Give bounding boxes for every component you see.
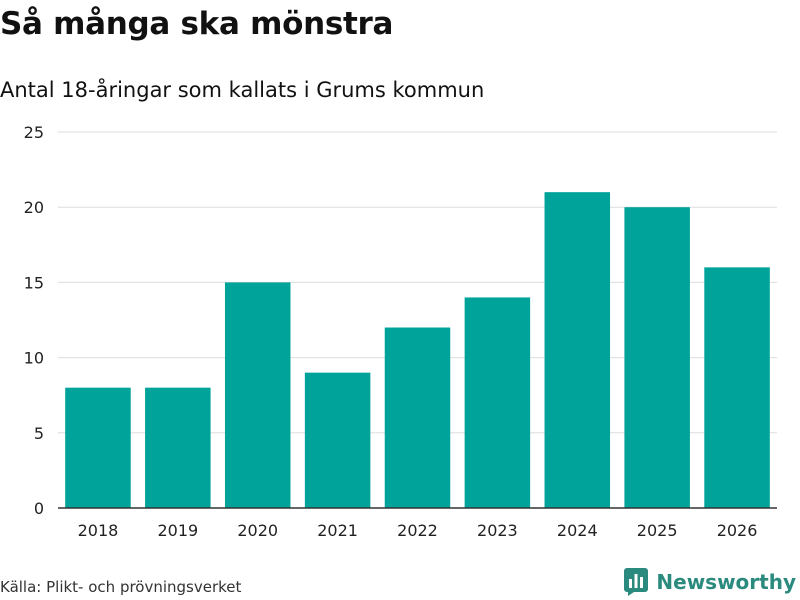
bar-2025 bbox=[624, 207, 690, 508]
y-tick-label: 15 bbox=[24, 273, 44, 292]
y-tick-label: 25 bbox=[24, 123, 44, 142]
x-tick-label: 2023 bbox=[477, 521, 518, 540]
x-tick-label: 2018 bbox=[78, 521, 119, 540]
bar-2019 bbox=[145, 387, 211, 508]
y-tick-label: 20 bbox=[24, 198, 44, 217]
bar-2024 bbox=[544, 192, 611, 508]
bar-chart-logo-icon bbox=[624, 568, 649, 596]
x-tick-label: 2024 bbox=[557, 521, 598, 540]
bar-2020 bbox=[224, 282, 291, 508]
x-tick-label: 2026 bbox=[717, 521, 758, 540]
bars bbox=[65, 192, 770, 508]
bar-2023 bbox=[464, 297, 531, 508]
x-tick-label: 2020 bbox=[237, 521, 278, 540]
bar-2018 bbox=[65, 387, 131, 508]
x-tick-label: 2025 bbox=[637, 521, 678, 540]
source-note: Källa: Plikt- och prövningsverket bbox=[0, 578, 242, 596]
bar-2026 bbox=[704, 267, 770, 508]
chart-subtitle: Antal 18-åringar som kallats i Grums kom… bbox=[0, 78, 485, 102]
y-tick-label: 0 bbox=[34, 499, 44, 518]
x-tick-label: 2019 bbox=[157, 521, 198, 540]
brand-name: Newsworthy bbox=[656, 570, 796, 594]
chart-title: Så många ska mönstra bbox=[0, 6, 394, 42]
x-tick-label: 2021 bbox=[317, 521, 358, 540]
x-tick-label: 2022 bbox=[397, 521, 438, 540]
y-tick-label: 5 bbox=[34, 424, 44, 443]
bar-2022 bbox=[384, 327, 451, 508]
bar-2021 bbox=[304, 372, 371, 508]
y-tick-label: 10 bbox=[24, 349, 44, 368]
brand-logo[interactable]: Newsworthy bbox=[624, 568, 796, 596]
